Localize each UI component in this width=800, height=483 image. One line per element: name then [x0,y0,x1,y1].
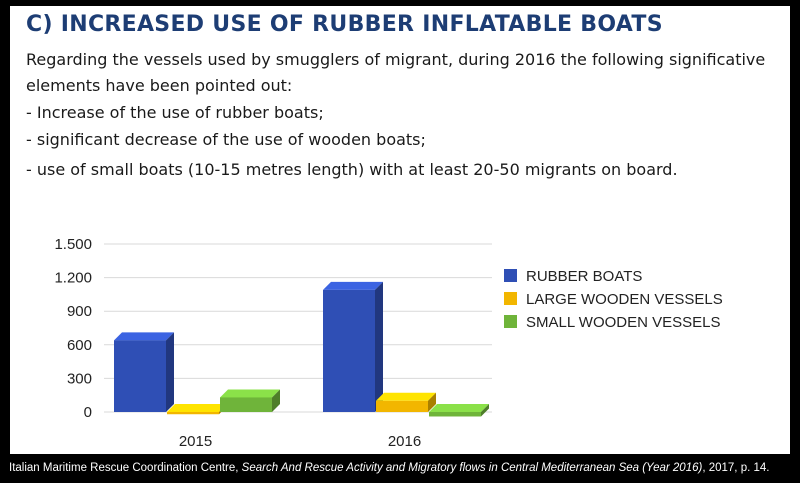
bar [220,397,272,412]
x-tick-label: 2015 [179,433,212,450]
bar [114,340,166,412]
legend-swatch [504,315,517,328]
citation-title: Search And Rescue Activity and Migratory… [241,462,703,474]
bar-top [220,389,280,398]
citation-suffix: , 2017, p. 14. [702,462,770,474]
bar-side [272,389,280,412]
bar [376,400,428,412]
paragraph-line-1: Regarding the vessels used by smugglers … [26,50,766,69]
legend-label: SMALL WOODEN VESSELS [526,314,721,331]
bar-top [376,392,436,401]
bar [167,412,219,415]
legend-swatch [504,292,517,305]
bullet-item: - Increase of the use of rubber boats; [26,103,324,122]
bar-top [167,404,227,412]
bar [429,412,481,417]
bar-chart: 0 300 600 900 1.200 1.500 2015 2016 RUBBER BOATS… [54,236,723,450]
bar-side [375,281,383,412]
bullet-item: - use of small boats (10-15 metres lengt… [26,160,678,179]
bar-top [114,332,174,341]
y-tick-label: 0 [84,404,92,421]
bar-top [323,281,383,290]
y-tick-label: 1.200 [54,270,92,287]
bar-side [428,392,436,412]
legend-label: LARGE WOODEN VESSELS [526,291,723,308]
y-tick-label: 600 [67,337,92,354]
y-tick-label: 900 [67,303,92,320]
x-tick-label: 2016 [388,433,421,450]
legend-swatch [504,269,517,282]
bar-side [481,404,489,417]
bullet-item: - significant decrease of the use of woo… [26,130,426,149]
bar [323,289,375,412]
citation-prefix: Italian Maritime Rescue Coordination Cen… [9,462,242,474]
citation: Italian Maritime Rescue Coordination Cen… [9,462,769,474]
content-panel: C) INCREASED USE OF RUBBER INFLATABLE BO… [10,6,790,454]
bar-side [166,332,174,412]
paragraph-line-2: elements have been pointed out: [26,76,293,95]
y-tick-label: 1.500 [54,236,92,253]
legend-label: RUBBER BOATS [526,268,642,285]
y-tick-label: 300 [67,370,92,387]
bar-top [429,404,489,412]
section-heading: C) INCREASED USE OF RUBBER INFLATABLE BO… [26,12,663,37]
